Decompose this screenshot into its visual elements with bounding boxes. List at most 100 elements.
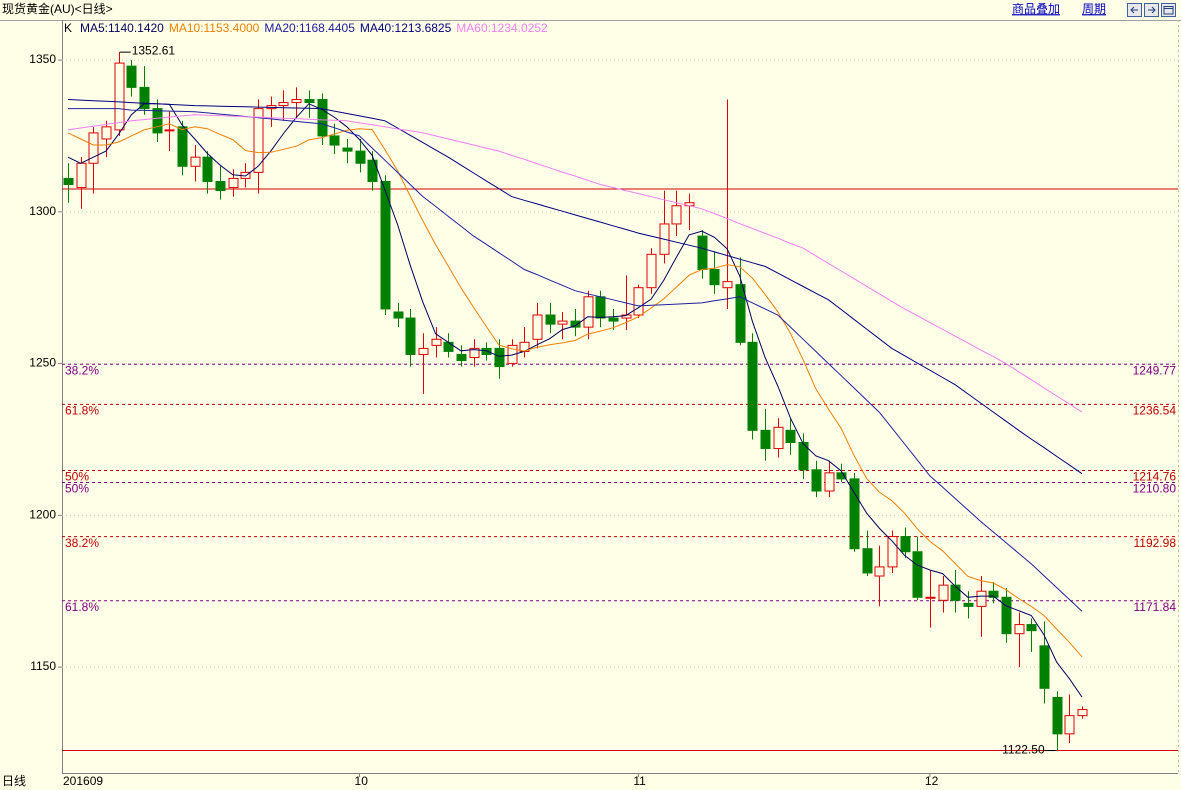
x-tick-label: 12 bbox=[925, 774, 939, 788]
overlay-button[interactable]: 商品叠加 bbox=[1012, 1, 1060, 16]
candle-body bbox=[798, 441, 809, 471]
candle-body bbox=[177, 126, 188, 167]
fib-name: 38.2% bbox=[65, 363, 99, 377]
candle-body bbox=[785, 429, 796, 443]
candle-body bbox=[811, 469, 822, 492]
candle-body bbox=[114, 62, 125, 131]
nav-buttons bbox=[1127, 3, 1176, 17]
candle-body bbox=[393, 311, 404, 319]
candle-body bbox=[849, 478, 860, 550]
candle-body bbox=[963, 602, 974, 607]
candle-body bbox=[976, 590, 987, 607]
y-tick-label: 1150 bbox=[30, 659, 56, 673]
candle-body bbox=[557, 320, 568, 325]
candle-body bbox=[925, 596, 936, 599]
candle-body bbox=[1077, 709, 1088, 717]
candle-body bbox=[342, 147, 353, 152]
candle-body bbox=[912, 551, 923, 598]
ma-line bbox=[67, 114, 1083, 413]
annotation-label: 1122.50 bbox=[1002, 743, 1045, 757]
candle-body bbox=[63, 177, 74, 186]
fib-name: 50% bbox=[65, 470, 89, 484]
candle-body bbox=[126, 65, 137, 88]
candle-body bbox=[494, 347, 505, 368]
fib-value: 1171.84 bbox=[1134, 600, 1177, 614]
legend-entry: MA60:1234.0252 bbox=[456, 21, 548, 35]
candle-body bbox=[760, 429, 771, 450]
candle-body bbox=[469, 347, 480, 358]
candle-body bbox=[608, 317, 619, 322]
candle-body bbox=[633, 287, 644, 316]
candle-body bbox=[278, 102, 289, 107]
candle-body bbox=[862, 548, 873, 574]
fib-value: 1236.54 bbox=[1133, 404, 1177, 418]
annotation-label: 1352.61 bbox=[132, 43, 176, 57]
chart-title: 现货黄金(AU)<日线> bbox=[2, 1, 113, 16]
candle-body bbox=[747, 341, 758, 431]
candle-body bbox=[950, 584, 961, 601]
fib-value: 1249.77 bbox=[1133, 363, 1177, 377]
candle-body bbox=[735, 284, 746, 343]
y-tick-label: 1350 bbox=[29, 52, 56, 66]
candle-body bbox=[671, 205, 682, 225]
candle-body bbox=[228, 177, 239, 189]
candle-body bbox=[1052, 696, 1063, 735]
y-tick-label: 1300 bbox=[29, 204, 56, 218]
candle-body bbox=[988, 590, 999, 598]
candle-body bbox=[431, 338, 442, 346]
prev-icon bbox=[1130, 6, 1138, 14]
candle-body bbox=[76, 162, 87, 189]
candle-body bbox=[304, 99, 315, 104]
candle-body bbox=[646, 253, 657, 289]
candle-body bbox=[291, 99, 302, 104]
candle-body bbox=[418, 347, 429, 355]
period-label: 日线 bbox=[2, 774, 26, 788]
candle-body bbox=[443, 341, 454, 352]
y-tick-label: 1250 bbox=[29, 356, 56, 370]
candle-body bbox=[836, 472, 847, 480]
fib-name: 61.8% bbox=[65, 600, 99, 614]
x-tick-label: 201609 bbox=[63, 774, 103, 788]
candle-body bbox=[405, 317, 416, 355]
candle-body bbox=[1014, 624, 1025, 635]
candle-body bbox=[152, 108, 163, 134]
candle-body bbox=[938, 584, 949, 601]
candle-body bbox=[1026, 624, 1037, 632]
candle-body bbox=[1039, 645, 1050, 689]
candle-body bbox=[253, 108, 264, 173]
fib-name: 50% bbox=[65, 482, 89, 496]
candle-body bbox=[824, 472, 835, 492]
candle-body bbox=[1001, 596, 1012, 635]
candle-body bbox=[874, 566, 885, 577]
candle-body bbox=[329, 135, 340, 146]
candle-body bbox=[164, 129, 175, 132]
candle-body bbox=[101, 126, 112, 140]
y-tick-label: 1200 bbox=[29, 507, 56, 521]
candle-body bbox=[595, 296, 606, 319]
period-button[interactable]: 周期 bbox=[1082, 2, 1106, 16]
legend-entry: MA10:1153.4000 bbox=[169, 21, 260, 35]
legend-entry: MA20:1168.4405 bbox=[264, 21, 355, 35]
fib-name: 61.8% bbox=[65, 404, 99, 418]
fib-value: 1214.76 bbox=[1133, 470, 1177, 484]
legend-prefix: K bbox=[64, 21, 72, 35]
candle-body bbox=[190, 156, 201, 167]
candle-body bbox=[722, 281, 733, 289]
ma-line bbox=[68, 108, 1083, 612]
fib-value: 1192.98 bbox=[1134, 536, 1177, 550]
candle-body bbox=[355, 150, 366, 164]
candle-body bbox=[380, 180, 391, 310]
candle-body bbox=[545, 314, 556, 325]
ma-line bbox=[67, 103, 1083, 698]
x-tick-label: 11 bbox=[633, 774, 646, 788]
candle-body bbox=[367, 159, 378, 182]
candle-body bbox=[456, 353, 467, 362]
legend-entry: MA5:1140.1420 bbox=[80, 21, 164, 35]
candle-body bbox=[532, 314, 543, 340]
ma-line bbox=[67, 123, 1083, 658]
candle-body bbox=[215, 180, 226, 192]
fib-name: 38.2% bbox=[65, 536, 99, 550]
candle-body bbox=[709, 268, 720, 286]
